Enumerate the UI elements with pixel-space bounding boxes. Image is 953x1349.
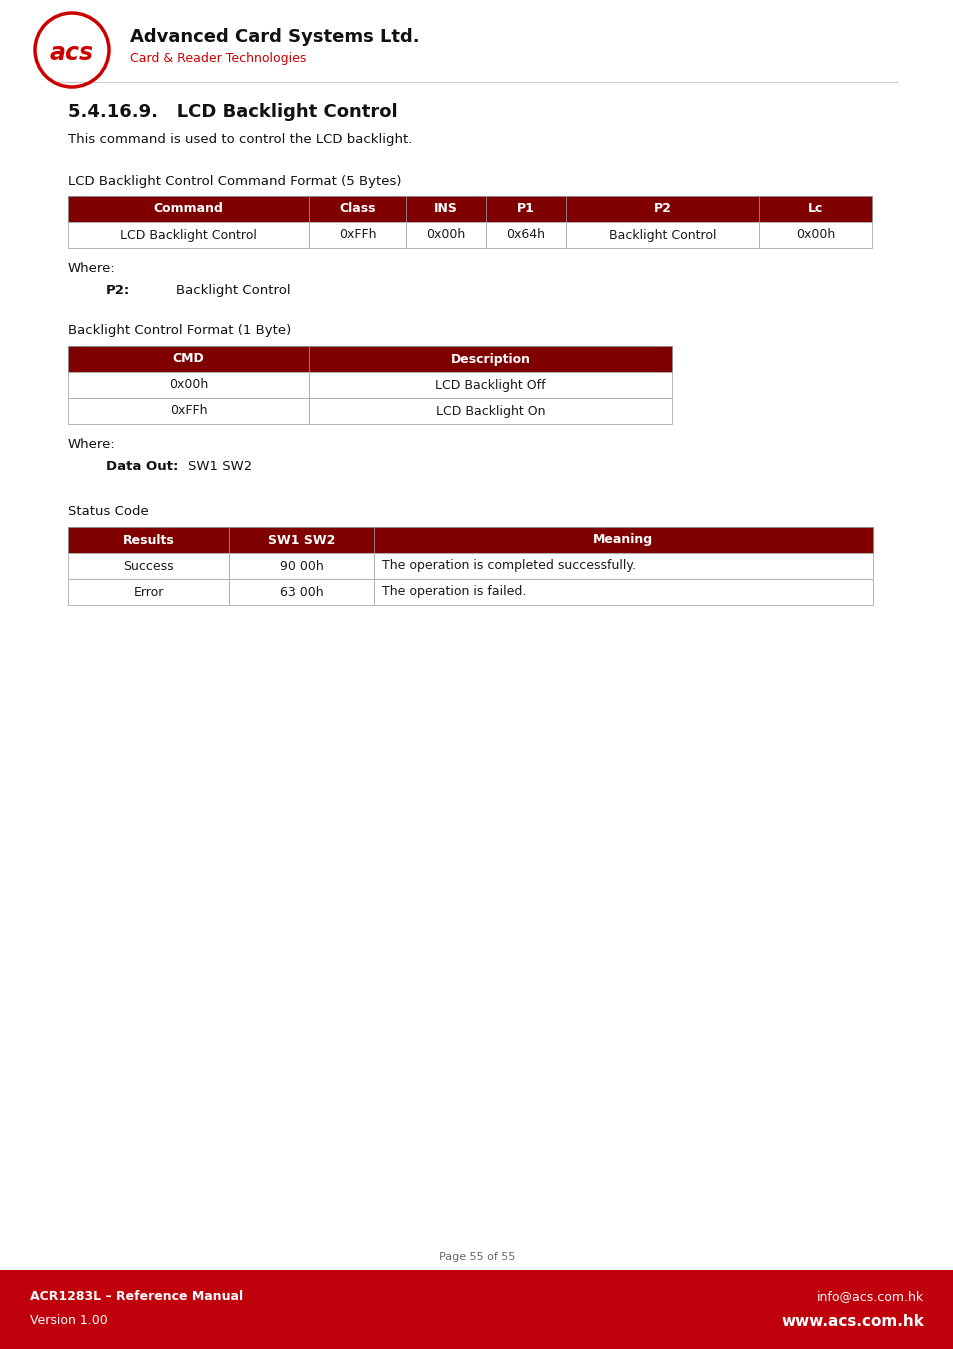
Bar [68,196,309,223]
Bar [374,579,872,604]
Text: LCD Backlight Control: LCD Backlight Control [120,228,256,241]
Bar [0,1269,953,1349]
Bar [68,553,229,579]
Text: Meaning: Meaning [593,533,653,546]
Text: LCD Backlight On: LCD Backlight On [436,405,545,417]
Text: Error: Error [133,585,164,599]
Text: 0xFFh: 0xFFh [338,228,375,241]
Text: The operation is failed.: The operation is failed. [381,585,526,599]
Bar [565,196,759,223]
Text: Page 55 of 55: Page 55 of 55 [438,1252,515,1263]
Text: 63 00h: 63 00h [279,585,323,599]
Text: 0x00h: 0x00h [426,228,465,241]
Text: acs: acs [50,40,94,65]
Text: Status Code: Status Code [68,505,149,518]
Bar [229,527,374,553]
Bar [759,223,871,248]
Text: Success: Success [123,560,173,572]
Bar [565,223,759,248]
Text: ACR1283L – Reference Manual: ACR1283L – Reference Manual [30,1290,243,1303]
Text: Where:: Where: [68,262,115,275]
Text: The operation is completed successfully.: The operation is completed successfully. [381,560,636,572]
Bar [485,196,565,223]
Bar [485,223,565,248]
Bar [68,345,309,372]
Text: P1: P1 [517,202,535,216]
Text: Backlight Control: Backlight Control [175,285,291,297]
Bar [68,527,229,553]
Text: www.acs.com.hk: www.acs.com.hk [781,1314,923,1329]
Text: LCD Backlight Off: LCD Backlight Off [435,379,545,391]
Text: P2: P2 [653,202,671,216]
Text: 0xFFh: 0xFFh [170,405,207,417]
Bar [759,196,871,223]
Text: Data Out:: Data Out: [106,460,178,473]
Bar [68,579,229,604]
Text: Card & Reader Technologies: Card & Reader Technologies [130,53,306,65]
Text: info@acs.com.hk: info@acs.com.hk [816,1290,923,1303]
Text: Class: Class [339,202,375,216]
Text: 0x64h: 0x64h [506,228,545,241]
Bar [309,196,405,223]
Bar [229,553,374,579]
Text: Advanced Card Systems Ltd.: Advanced Card Systems Ltd. [130,28,419,46]
Text: LCD Backlight Control Command Format (5 Bytes): LCD Backlight Control Command Format (5 … [68,175,401,188]
Bar [68,223,309,248]
Text: SW1 SW2: SW1 SW2 [268,533,335,546]
Text: Backlight Control: Backlight Control [608,228,716,241]
Text: Where:: Where: [68,438,115,451]
Text: P2:: P2: [106,285,131,297]
Text: SW1 SW2: SW1 SW2 [188,460,252,473]
Text: Version 1.00: Version 1.00 [30,1314,108,1327]
Text: 5.4.16.9.   LCD Backlight Control: 5.4.16.9. LCD Backlight Control [68,103,397,121]
Bar [68,398,309,424]
Circle shape [35,13,109,86]
Text: Lc: Lc [807,202,822,216]
Text: 0x00h: 0x00h [169,379,208,391]
Text: Description: Description [450,352,530,366]
Bar [405,223,485,248]
Text: 90 00h: 90 00h [279,560,323,572]
Text: Command: Command [153,202,223,216]
Bar [68,372,309,398]
Text: Backlight Control Format (1 Byte): Backlight Control Format (1 Byte) [68,324,291,337]
Text: Results: Results [123,533,174,546]
Bar [229,579,374,604]
Bar [374,553,872,579]
Text: CMD: CMD [172,352,204,366]
Bar [405,196,485,223]
Bar [309,223,405,248]
Bar [309,345,671,372]
Bar [309,398,671,424]
Bar [309,372,671,398]
Text: INS: INS [434,202,457,216]
Text: This command is used to control the LCD backlight.: This command is used to control the LCD … [68,134,412,146]
Text: 0x00h: 0x00h [795,228,835,241]
Bar [374,527,872,553]
